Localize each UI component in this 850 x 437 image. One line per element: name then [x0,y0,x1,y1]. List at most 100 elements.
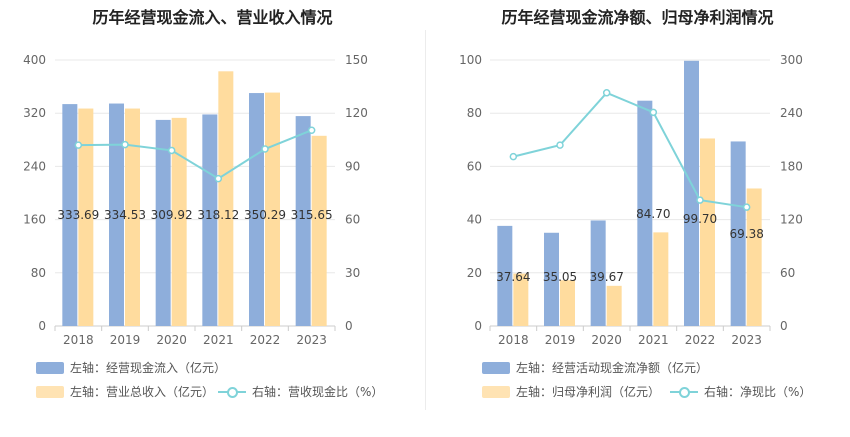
bar [109,103,124,326]
bar [637,100,653,326]
legend-line-icon [218,386,246,398]
x-tick-label: 2019 [545,333,576,347]
y-tick-label-left: 240 [23,159,46,173]
y-tick-label-left: 80 [467,106,482,120]
bar-data-label: 99.70 [683,212,717,226]
bar-data-label: 315.65 [291,208,333,222]
bar [700,138,715,326]
legend-swatch [36,361,64,374]
y-tick-label-left: 100 [459,53,482,67]
bar-data-label: 84.70 [636,207,670,221]
x-tick-label: 2018 [498,333,529,347]
y-tick-label-right: 180 [780,159,803,173]
bar [730,141,746,326]
bar [265,92,280,327]
bar-data-label: 334.53 [104,208,146,222]
x-tick-label: 2023 [731,333,762,347]
line-point [556,141,564,149]
panel-divider [425,30,426,410]
chart-title: 历年经营现金流入、营业收入情况 [92,8,333,27]
legend-swatch [482,361,510,374]
bar [497,225,513,326]
x-tick-label: 2021 [203,333,234,347]
line-point [214,174,223,183]
bar [295,116,311,327]
line-point [167,146,176,155]
chart-plot-area: 0 20 40 60 80 100 0 60 120 180 240 300 2018 2019 2020 2… [459,53,803,347]
line-point [742,203,751,211]
bar-data-label: 350.29 [244,208,286,222]
chart-panel-netcash-profit: 历年经营现金流净额、归母净利润情况 0 20 40 60 80 100 0 60 120 180 2… [425,0,850,437]
y-tick-label-right: 120 [345,106,368,120]
y-tick-label-left: 60 [467,159,482,173]
y-tick-label-left: 320 [23,106,46,120]
legend-label: 右轴：营收现金比（%） [252,385,384,399]
bar [653,232,669,326]
bar-data-label: 309.92 [151,208,193,222]
y-tick-label-right: 120 [780,213,803,227]
bar [125,108,140,326]
legend-item-bar-primary[interactable]: 左轴：经营现金流入（亿元） [36,359,226,376]
y-tick-label-right: 90 [345,159,360,173]
y-tick-label-right: 300 [780,53,803,67]
legend-label: 左轴：归母净利润（亿元） [516,385,661,399]
bar [544,232,559,326]
chart-plot-area: 0 80 160 240 320 400 0 30 60 90 120 150 2018 2019 2020… [23,53,368,347]
legend-item-line[interactable]: 右轴：营收现金比（%） [218,383,383,400]
legend-swatch [482,385,510,398]
y-tick-label-left: 0 [474,319,482,333]
y-tick-label-left: 80 [31,266,46,280]
bar-data-label: 37.64 [496,270,530,284]
legend-label: 左轴：经营活动现金流净额（亿元） [516,361,709,375]
bar [560,280,575,326]
y-tick-label-right: 150 [345,53,368,67]
y-tick-label-left: 0 [38,319,46,333]
line-point [509,152,518,161]
x-tick-label: 2018 [63,333,94,347]
y-tick-label-left: 400 [23,53,46,67]
line-point [74,141,83,149]
y-tick-label-right: 60 [345,213,360,227]
y-tick-label-left: 40 [467,213,482,227]
line-point [602,89,611,97]
legend-item-line[interactable]: 右轴：净现比（%） [670,383,811,400]
bar [218,71,234,327]
x-tick-label: 2022 [685,333,716,347]
legend-label: 右轴：净现比（%） [704,385,812,399]
bar-data-label: 69.38 [729,227,763,241]
bar [62,104,78,326]
y-tick-label-right: 0 [780,319,788,333]
legend-line-icon [670,386,698,398]
line-point [649,108,658,117]
x-tick-label: 2022 [250,333,281,347]
y-tick-label-right: 240 [780,106,803,120]
y-tick-label-left: 20 [467,266,482,280]
line-point [121,140,129,149]
y-tick-label-right: 0 [345,319,353,333]
bar-data-label: 318.12 [197,208,239,222]
legend-item-bar-secondary[interactable]: 左轴：营业总收入（亿元） [36,383,214,400]
bar [746,188,762,326]
line-point [261,145,269,153]
bar [311,135,327,326]
series-line [78,129,313,180]
x-tick-label: 2023 [296,333,327,347]
legend-swatch [36,385,64,398]
bar [590,220,606,326]
bar [513,273,529,326]
bar-data-label: 39.67 [589,270,623,284]
line-point [696,196,704,204]
legend-item-bar-primary[interactable]: 左轴：经营活动现金流净额（亿元） [482,359,708,376]
series-line [513,91,747,209]
bar [171,117,187,326]
bar [155,119,171,326]
x-tick-label: 2020 [591,333,622,347]
bar [684,60,699,326]
y-tick-label-right: 60 [780,266,795,280]
bar [202,114,218,327]
legend-item-bar-secondary[interactable]: 左轴：归母净利润（亿元） [482,383,660,400]
y-tick-label-left: 160 [23,213,46,227]
bar [78,108,94,326]
legend-label: 左轴：营业总收入（亿元） [70,385,215,399]
chart-panel-cashflow-revenue: 历年经营现金流入、营业收入情况 0 80 160 240 320 400 0 30 60 90 12… [23,8,383,400]
